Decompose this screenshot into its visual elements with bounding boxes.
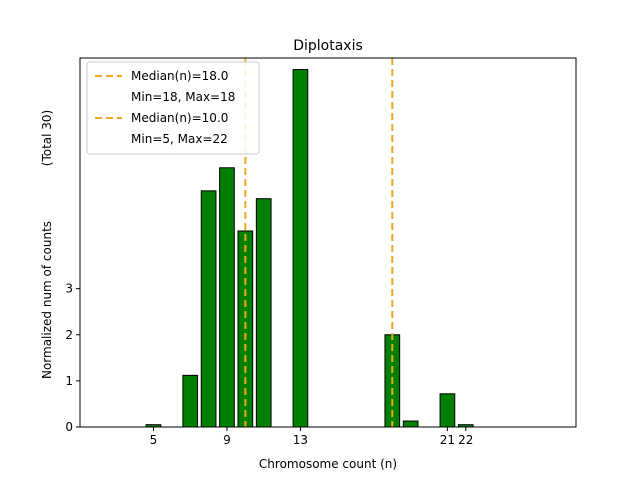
legend-range-2-label: Min=5, Max=22 [131,132,228,146]
y-tick-label: 3 [65,282,73,296]
y-tick-label: 0 [65,420,73,434]
legend-box [86,61,260,155]
bar-19 [402,420,419,428]
x-tick-label: 5 [150,433,158,447]
x-tick-label: 22 [458,433,473,447]
legend-median-2-label: Median(n)=10.0 [131,111,228,125]
plot-frame [79,57,577,428]
bar-9 [219,167,235,428]
x-axis-label: Chromosome count (n) [259,457,397,471]
x-tick-label: 13 [293,433,308,447]
x-tick-label: 21 [440,433,455,447]
bar-11 [255,198,272,428]
bar-7 [182,374,199,428]
bar-21 [439,393,456,428]
legend-range-1-label: Min=18, Max=18 [131,90,235,104]
y-ticks-group: 0 1 2 3 [65,282,80,434]
y-axis-label: Normalized num of counts [40,221,54,379]
legend-median-1-label: Median(n)=18.0 [131,69,228,83]
y-tick-label: 1 [65,374,73,388]
bar-8 [200,190,217,428]
bar-13 [292,69,309,428]
legend: Median(n)=18.0 Min=18, Max=18 Median(n)=… [86,61,260,155]
x-tick-label: 9 [223,433,231,447]
y-tick-label: 2 [65,328,73,342]
chart-title: Diplotaxis [293,38,363,54]
x-ticks-group: 5 9 13 21 22 [150,427,473,447]
y-axis-total-note: (Total 30) [40,110,54,166]
